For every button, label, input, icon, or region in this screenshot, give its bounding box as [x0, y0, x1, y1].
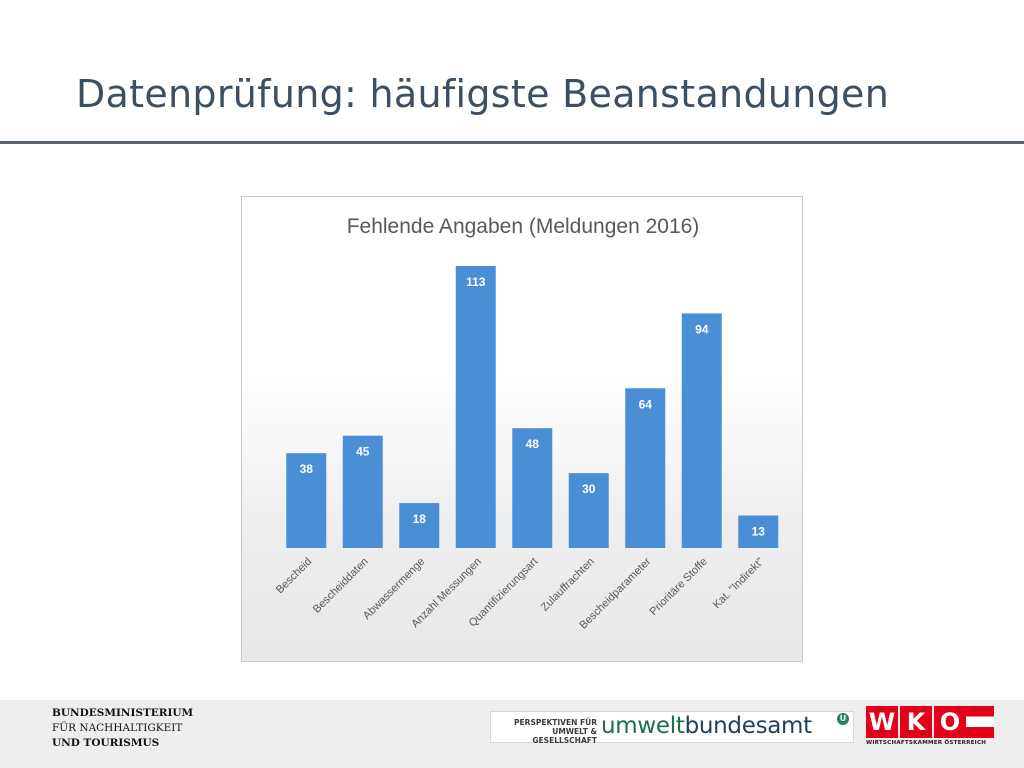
uba-tagline-1: PERSPEKTIVEN FÜR — [514, 718, 597, 727]
wko-letter-o: O — [934, 706, 966, 738]
bar-value-label-4: 48 — [526, 437, 540, 451]
bar-value-label-7: 94 — [695, 322, 709, 336]
wko-logo: W K O WIRTSCHAFTSKAMMER ÖSTERREICH — [866, 706, 994, 750]
uba-word-2: bundesamt — [684, 713, 813, 739]
wko-letter-k: K — [900, 706, 932, 738]
umweltbundesamt-logo: PERSPEKTIVEN FÜR UMWELT & GESELLSCHAFT u… — [490, 711, 854, 745]
bar-6 — [625, 388, 666, 548]
bar-0 — [286, 453, 327, 548]
wko-letters: W K O — [866, 706, 968, 738]
bar-5 — [568, 473, 609, 548]
bar-value-label-0: 38 — [300, 462, 314, 476]
bar-1 — [342, 435, 383, 548]
ministry-line-3: UND TOURISMUS — [52, 737, 160, 749]
ministry-line-2: FÜR NACHHALTIGKEIT — [52, 722, 183, 734]
ministry-logo-text: BUNDESMINISTERIUM FÜR NACHHALTIGKEIT UND… — [52, 706, 193, 751]
category-tick-label-8: Kat. "Indirekt" — [711, 556, 767, 612]
bar-3 — [455, 266, 496, 548]
category-tick-label-5: Zulauffrachten — [539, 556, 597, 614]
wko-letter-w: W — [866, 706, 898, 738]
category-tick-label-0: Bescheid — [274, 556, 314, 596]
bar-value-label-8: 13 — [752, 525, 766, 539]
uba-tagline-2: UMWELT & GESELLSCHAFT — [532, 727, 597, 745]
chart-title: Fehlende Angaben (Meldungen 2016) — [347, 215, 700, 238]
wko-flag-icon — [966, 706, 994, 738]
category-tick-label-1: Bescheiddaten — [311, 556, 371, 616]
bar-8 — [738, 515, 779, 548]
wko-subtitle: WIRTSCHAFTSKAMMER ÖSTERREICH — [866, 740, 987, 746]
title-divider — [0, 141, 1024, 144]
uba-wordmark: umweltbundesamt — [601, 713, 812, 739]
ministry-line-1: BUNDESMINISTERIUM — [52, 707, 194, 719]
bar-2 — [399, 503, 440, 548]
category-tick-label-7: Prioritäre Stoffe — [647, 556, 709, 618]
bar-value-label-3: 113 — [466, 275, 486, 289]
bar-chart: Fehlende Angaben (Meldungen 2016) 38 45 18… — [241, 196, 803, 662]
bar-value-label-6: 64 — [639, 397, 653, 411]
bar-7 — [681, 313, 722, 548]
uba-tagline: PERSPEKTIVEN FÜR UMWELT & GESELLSCHAFT — [497, 718, 597, 745]
category-tick-label-2: Abwassermenge — [361, 556, 427, 622]
slide-title: Datenprüfung: häufigste Beanstandungen — [76, 72, 890, 116]
bar-value-label-2: 18 — [413, 512, 427, 526]
bar-4 — [512, 428, 553, 548]
uba-mark-icon: U — [837, 713, 849, 725]
bar-value-label-1: 45 — [356, 445, 370, 459]
uba-word-1: umwelt — [601, 713, 685, 739]
chart-canvas: Fehlende Angaben (Meldungen 2016) 38 45 18… — [274, 215, 779, 632]
bar-value-label-5: 30 — [582, 482, 596, 496]
